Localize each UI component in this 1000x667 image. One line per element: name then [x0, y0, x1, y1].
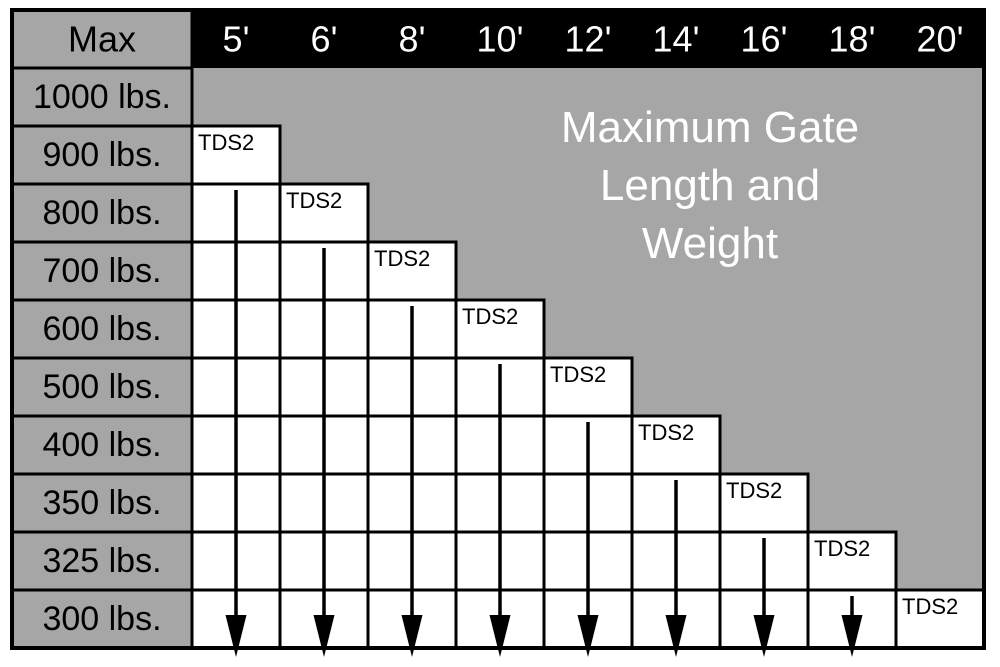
svg-text:Length and: Length and	[600, 161, 820, 210]
svg-text:TDS2: TDS2	[638, 420, 694, 445]
gate-capacity-chart: Max 5' 6' 8' 10' 12' 14' 16' 18' 20' 1000 lbs. 900 …	[0, 0, 1000, 667]
svg-text:TDS2: TDS2	[374, 246, 430, 271]
svg-text:8': 8'	[399, 19, 426, 60]
svg-text:5': 5'	[223, 19, 250, 60]
chart-svg: Max 5' 6' 8' 10' 12' 14' 16' 18' 20' 1000 lbs. 900 …	[0, 0, 1000, 667]
svg-text:350 lbs.: 350 lbs.	[42, 484, 161, 522]
svg-text:300 lbs.: 300 lbs.	[42, 600, 161, 638]
svg-text:16': 16'	[741, 19, 788, 60]
svg-text:18': 18'	[829, 19, 876, 60]
svg-text:TDS2: TDS2	[286, 188, 342, 213]
svg-text:900 lbs.: 900 lbs.	[42, 136, 161, 174]
svg-text:6': 6'	[311, 19, 338, 60]
svg-text:TDS2: TDS2	[902, 594, 958, 619]
svg-text:TDS2: TDS2	[814, 536, 870, 561]
svg-text:TDS2: TDS2	[550, 362, 606, 387]
svg-text:325 lbs.: 325 lbs.	[42, 542, 161, 580]
svg-text:20': 20'	[917, 19, 964, 60]
svg-text:Max: Max	[68, 19, 136, 60]
svg-text:800 lbs.: 800 lbs.	[42, 194, 161, 232]
svg-text:10': 10'	[477, 19, 524, 60]
svg-text:Maximum Gate: Maximum Gate	[561, 103, 859, 152]
svg-text:TDS2: TDS2	[726, 478, 782, 503]
svg-text:12': 12'	[565, 19, 612, 60]
svg-text:700 lbs.: 700 lbs.	[42, 252, 161, 290]
svg-text:1000 lbs.: 1000 lbs.	[33, 78, 171, 116]
svg-text:TDS2: TDS2	[462, 304, 518, 329]
svg-text:500 lbs.: 500 lbs.	[42, 368, 161, 406]
svg-text:14': 14'	[653, 19, 700, 60]
svg-text:Weight: Weight	[642, 219, 778, 268]
svg-text:TDS2: TDS2	[198, 130, 254, 155]
svg-text:400 lbs.: 400 lbs.	[42, 426, 161, 464]
svg-text:600 lbs.: 600 lbs.	[42, 310, 161, 348]
